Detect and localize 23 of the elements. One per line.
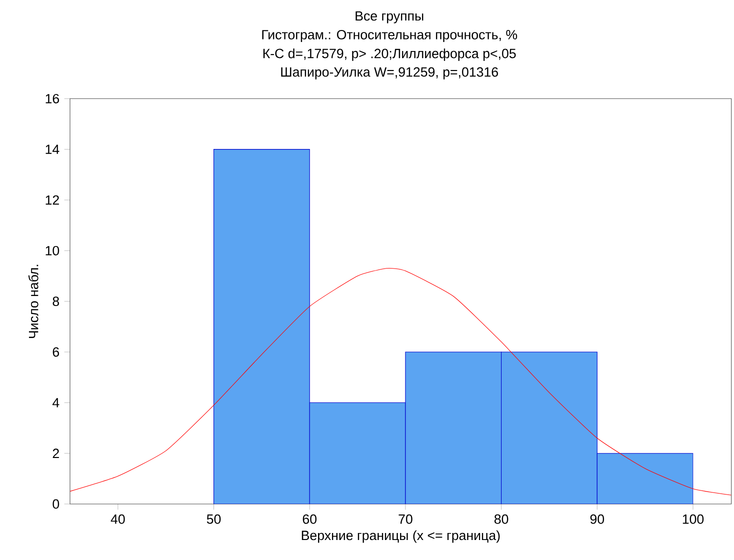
y-tick-label: 16 [46,94,60,104]
y-tick-label: 8 [52,296,60,306]
y-tick-label: 10 [46,246,60,256]
x-tick-label: 100 [682,514,704,524]
y-tick-label: 6 [52,347,60,357]
x-tick-label: 80 [494,514,508,524]
x-tick-label: 40 [110,514,125,524]
line-series [70,268,732,496]
chart-title: Все группы [356,11,424,24]
y-tick-label: 14 [46,144,60,154]
x-tick-label: 60 [302,514,317,524]
x-tick-label: 90 [590,514,604,524]
y-tick-label: 0 [52,499,60,509]
y-tick-label: 12 [46,195,59,205]
y-axis-title: Число набл. [28,264,38,338]
x-tick-label: 50 [206,514,221,524]
text: Шапиро-Уилка W=,91259, p=,01316 [281,67,498,80]
x-tick-label: 70 [398,514,412,524]
x-axis-title: Верхние границы (x <= граница) [302,530,500,543]
y-tick-label: 4 [52,398,60,408]
text: К-С d=,17579, p> .20;Лиллиефорса p<,05 [263,48,516,61]
chart-subtitle: Гистограм.: Относительная прочность, % [262,30,518,42]
y-tick-label: 2 [52,448,59,458]
